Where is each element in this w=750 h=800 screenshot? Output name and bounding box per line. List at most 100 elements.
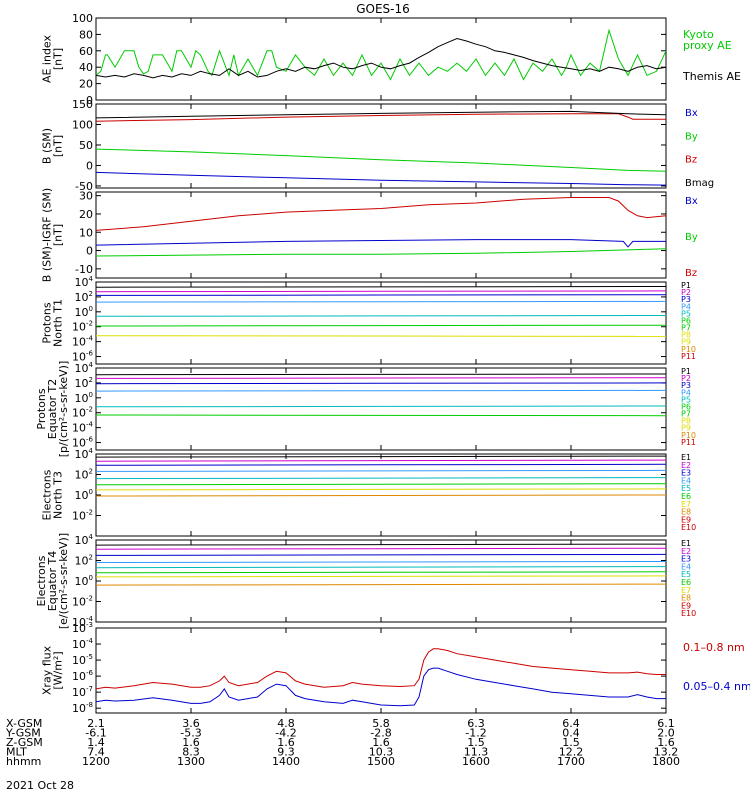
- y-tick-label: 104: [75, 533, 94, 547]
- legend-entry: Bx: [685, 108, 698, 119]
- legend-entry: P10: [681, 345, 696, 354]
- series-line-e8: [96, 583, 666, 586]
- y-tick-label: 80: [79, 28, 93, 41]
- series-line-kyoto-proxy-ae: [96, 28, 666, 81]
- y-tick-label: 100: [75, 305, 93, 319]
- series-line-e8: [96, 494, 666, 497]
- y-axis-label: Electrons: [35, 555, 48, 606]
- y-tick-label: 0: [86, 245, 93, 258]
- legend-entry: E5: [681, 484, 691, 493]
- y-axis-label: [nT]: [52, 135, 65, 157]
- series-group: [96, 28, 666, 81]
- x-row-value: -6.1: [85, 727, 106, 740]
- legend-entry: E3: [681, 469, 691, 478]
- series-line-p3: [96, 294, 666, 296]
- series-line-e5: [96, 477, 666, 480]
- legend-entry: 0.05–0.4 nm: [683, 680, 750, 693]
- y-tick-label: 10-2: [72, 595, 93, 609]
- y-tick-label: 10-6: [72, 669, 94, 683]
- series-line-e2: [96, 459, 666, 462]
- legend-entry: Bz: [685, 155, 697, 166]
- legend-entry: P10: [681, 431, 696, 440]
- y-tick-label: 10-4: [72, 421, 94, 435]
- x-row-value: -5.3: [180, 727, 201, 740]
- x-row-value: 1.6: [182, 736, 200, 749]
- y-tick-label: 10-8: [72, 701, 93, 715]
- x-row-value: 1200: [82, 755, 110, 768]
- y-axis-label: Protons: [35, 388, 48, 429]
- y-tick-label: 100: [75, 391, 93, 405]
- y-tick-label: 104: [75, 275, 94, 289]
- x-row-value: 0.4: [562, 727, 580, 740]
- series-group: [96, 648, 666, 707]
- series-line-e1: [96, 455, 666, 458]
- legend-entry: E7: [681, 586, 691, 595]
- series-line-bz: [96, 197, 666, 231]
- legend-entry: E7: [681, 500, 691, 509]
- series-line-p2: [96, 290, 666, 293]
- legend-entry: Bx: [685, 196, 698, 207]
- x-row-value: 6.3: [467, 717, 485, 730]
- figure-title: GOES-16: [356, 2, 410, 16]
- x-row-value: 1400: [272, 755, 300, 768]
- y-tick-label: 0: [86, 159, 93, 172]
- series-line-bmag: [96, 110, 666, 119]
- series-line-e4: [96, 469, 666, 472]
- series-line-e7: [96, 488, 666, 491]
- y-tick-label: 102: [75, 376, 93, 390]
- x-row-value: 9.3: [277, 746, 295, 759]
- y-axis-label: [p/(cm²-s-sr-keV)]: [57, 361, 70, 458]
- x-row-value: 4.8: [277, 717, 295, 730]
- series-group: [96, 197, 666, 257]
- series-line-e5: [96, 566, 666, 569]
- legend-entry: P5: [681, 309, 691, 318]
- series-line-p1: [96, 286, 666, 288]
- y-axis-label: North T3: [52, 471, 65, 519]
- y-axis-label: B (SM)-IGRF (SM): [41, 188, 54, 282]
- series-line-0.1–0.8-nm: [96, 648, 666, 690]
- legend-entry: E8: [681, 508, 691, 517]
- x-row-value: 1300: [177, 755, 205, 768]
- legend-entry: E6: [681, 492, 691, 501]
- y-tick-label: 102: [75, 554, 93, 568]
- series-line-by: [96, 248, 666, 257]
- legend-entry: E10: [681, 523, 696, 532]
- x-row-value: 1.5: [467, 736, 485, 749]
- legend-entry: 0.1–0.8 nm: [683, 641, 745, 654]
- x-row-value: 1.6: [657, 736, 675, 749]
- series-line-p6: [96, 414, 666, 417]
- y-axis-label: [W/m²]: [52, 651, 65, 689]
- series-line-p1: [96, 373, 666, 376]
- legend-entry: Kyoto: [683, 28, 714, 41]
- y-tick-label: 100: [75, 488, 93, 502]
- series-line-p4: [96, 389, 666, 392]
- panel-8: 10-8 10-7 10-6 10-5 10-4 10-3 Xray flux[W/m²] 0…: [41, 621, 750, 715]
- y-axis-label: [nT]: [52, 48, 65, 70]
- legend-entry: Themis AE: [682, 70, 741, 83]
- series-line-by: [96, 148, 666, 172]
- x-row-value: 6.1: [657, 717, 675, 730]
- y-axis-label: B (SM): [41, 128, 54, 164]
- series-group: [96, 110, 666, 186]
- legend-entry: E9: [681, 515, 691, 524]
- legend-entry: P9: [681, 338, 691, 347]
- series-line-e1: [96, 543, 666, 546]
- y-tick-label: -50: [75, 180, 93, 193]
- x-row-value: -1.2: [465, 727, 486, 740]
- y-axis-label: Electrons: [41, 469, 54, 520]
- x-row-label: MLT: [6, 746, 27, 759]
- y-axis-label: North T1: [52, 299, 65, 347]
- panel-frame: [95, 367, 667, 451]
- legend-entry: P2: [681, 374, 691, 383]
- legend-entry: P7: [681, 410, 691, 419]
- y-tick-label: 100: [72, 118, 93, 131]
- legend-entry: E5: [681, 570, 691, 579]
- legend-entry: proxy AE: [683, 39, 732, 52]
- legend-entry: P8: [681, 331, 691, 340]
- y-tick-label: 10-2: [72, 320, 93, 334]
- y-axis-label: Protons: [41, 302, 54, 343]
- legend-entry: P2: [681, 288, 691, 297]
